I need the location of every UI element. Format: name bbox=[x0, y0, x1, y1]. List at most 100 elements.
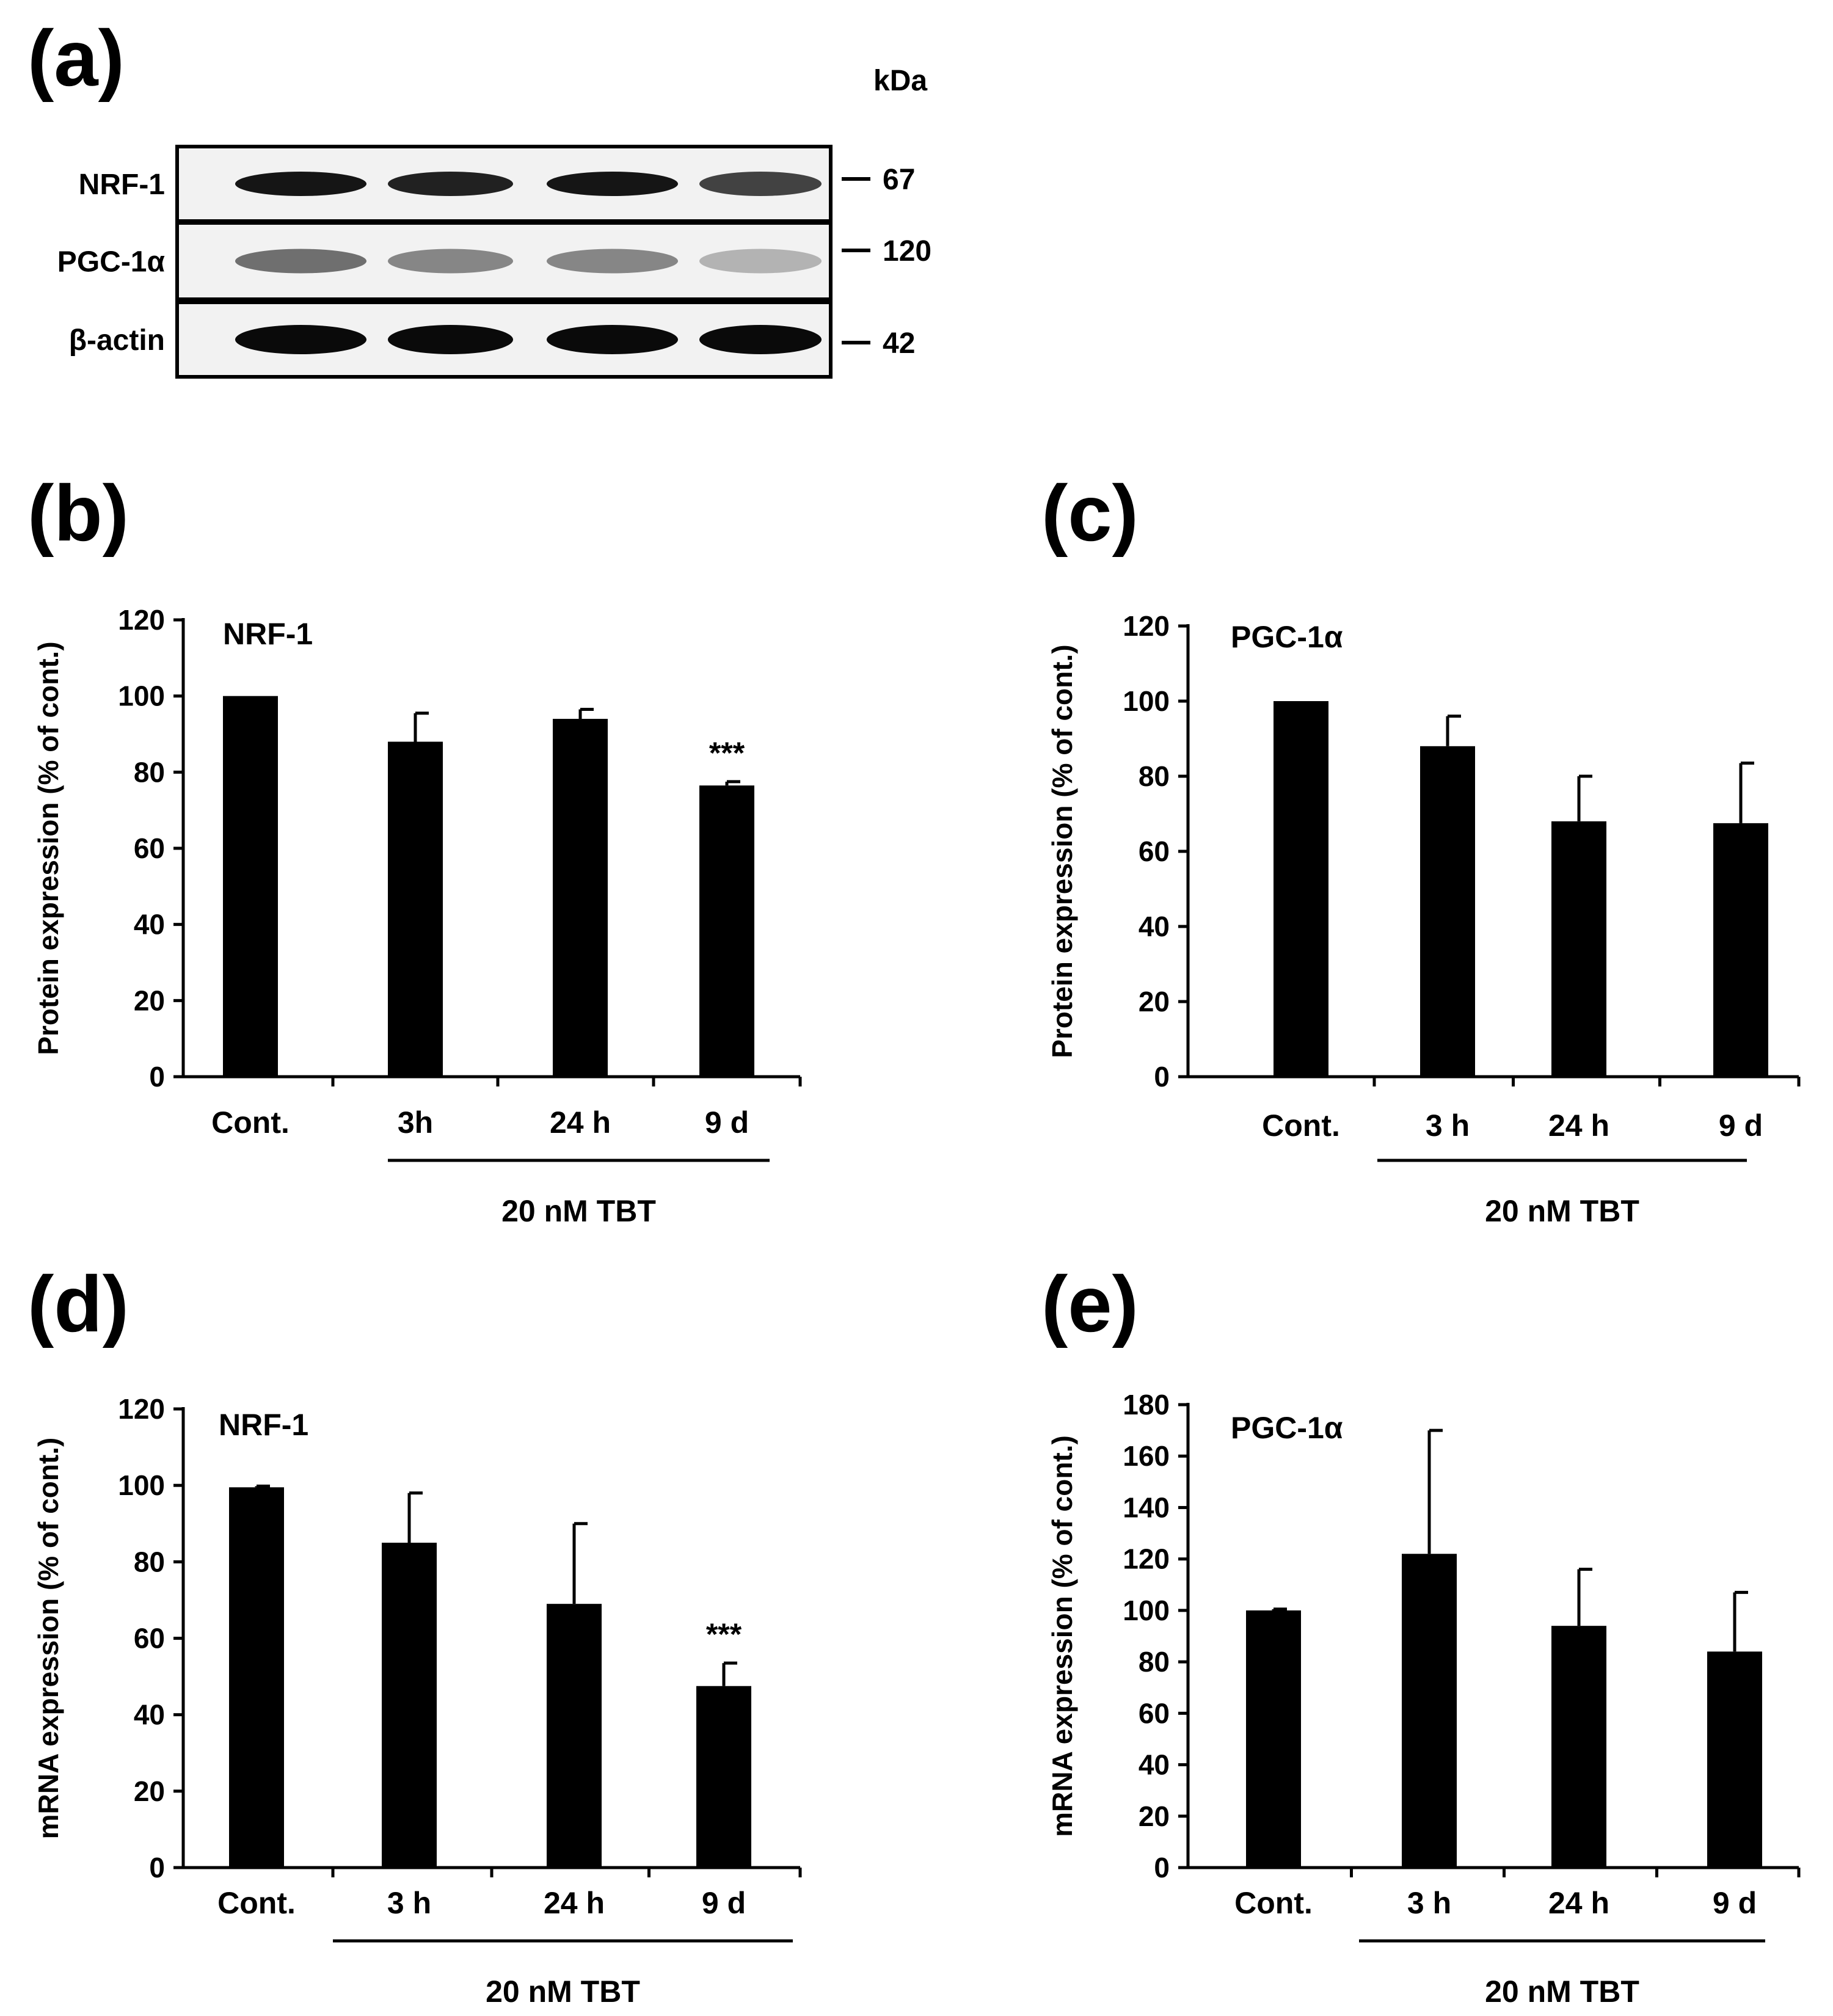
chart-d: (d) 0 20 40 60 80 100 120 mRNA expression (% of … bbox=[27, 1259, 802, 2009]
y-tick-label: 100 bbox=[1123, 1595, 1170, 1626]
blot-band bbox=[547, 172, 678, 196]
category-label: 3 h bbox=[1407, 1886, 1451, 1920]
y-axis-label: Protein expression (% of cont.) bbox=[1046, 644, 1078, 1058]
chart-title: NRF-1 bbox=[223, 617, 313, 651]
blot-row-label: PGC-1α bbox=[57, 246, 166, 278]
y-tick-label: 80 bbox=[1139, 760, 1170, 792]
bar bbox=[1420, 746, 1475, 1077]
chart-title: NRF-1 bbox=[219, 1408, 308, 1442]
y-tick-label: 0 bbox=[149, 1061, 165, 1093]
category-label: 9 d bbox=[702, 1886, 746, 1920]
panel-letter-d: (d) bbox=[27, 1259, 129, 1348]
bar bbox=[547, 1604, 602, 1868]
panel-letter-a: (a) bbox=[27, 13, 125, 103]
blot-band bbox=[699, 249, 822, 274]
blot-row-2: β-actin 42 bbox=[69, 300, 915, 379]
blot-row-1: PGC-1α 120 bbox=[57, 221, 931, 301]
bar bbox=[699, 785, 754, 1077]
blot-band bbox=[235, 249, 366, 274]
y-axis-label: mRNA expression (% of cont.) bbox=[1046, 1435, 1078, 1837]
y-tick-label: 80 bbox=[134, 1546, 165, 1578]
blot-band bbox=[388, 172, 513, 196]
bar bbox=[1274, 701, 1328, 1077]
kda-marker-label: 120 bbox=[883, 235, 931, 267]
y-tick-label: 40 bbox=[1139, 911, 1170, 942]
y-tick-label: 40 bbox=[1139, 1749, 1170, 1781]
bar bbox=[1713, 823, 1768, 1077]
kda-marker-label: 42 bbox=[883, 327, 915, 360]
bar bbox=[1707, 1651, 1762, 1868]
blot-band bbox=[699, 325, 822, 354]
bar bbox=[382, 1543, 437, 1868]
y-tick-label: 100 bbox=[1123, 685, 1170, 717]
y-tick-label: 40 bbox=[134, 909, 165, 941]
y-tick-label: 140 bbox=[1123, 1491, 1170, 1523]
blot-band bbox=[388, 325, 513, 354]
blot-band bbox=[547, 325, 678, 354]
chart-title: PGC-1α bbox=[1231, 620, 1343, 654]
y-tick-label: 120 bbox=[1123, 1543, 1170, 1575]
y-tick-label: 80 bbox=[134, 756, 165, 788]
bar bbox=[1402, 1554, 1457, 1868]
bar bbox=[223, 696, 278, 1077]
category-label: 24 h bbox=[1548, 1886, 1609, 1920]
blot-band bbox=[235, 172, 366, 196]
y-tick-label: 100 bbox=[118, 680, 165, 712]
category-label: 9 d bbox=[1713, 1886, 1757, 1920]
y-tick-label: 0 bbox=[149, 1852, 165, 1883]
group-label: 20 nM TBT bbox=[486, 1974, 640, 2009]
category-label: Cont. bbox=[1262, 1108, 1340, 1143]
y-tick-label: 20 bbox=[1139, 986, 1170, 1017]
kda-marker-label: 67 bbox=[883, 164, 915, 196]
western-blot-panel: (a) kDa NRF-1 67 PGC-1α 120 β-actin 42 bbox=[27, 13, 931, 379]
y-tick-label: 120 bbox=[118, 1393, 165, 1425]
bar bbox=[1246, 1610, 1301, 1868]
group-label: 20 nM TBT bbox=[1485, 1194, 1639, 1228]
panel-letter-c: (c) bbox=[1041, 468, 1139, 558]
y-tick-label: 40 bbox=[134, 1699, 165, 1731]
bar bbox=[1551, 821, 1606, 1077]
y-tick-label: 20 bbox=[134, 1775, 165, 1807]
y-tick-label: 60 bbox=[1139, 835, 1170, 867]
chart-title: PGC-1α bbox=[1231, 1411, 1343, 1445]
y-tick-label: 180 bbox=[1123, 1389, 1170, 1421]
panel-letter-b: (b) bbox=[27, 468, 129, 558]
y-axis-label: Protein expression (% of cont.) bbox=[32, 641, 64, 1055]
chart-c: (c) 0 20 40 60 80 100 120 Protein expression (% … bbox=[1041, 468, 1801, 1228]
group-label: 20 nM TBT bbox=[501, 1194, 656, 1228]
significance-marker: *** bbox=[706, 1617, 742, 1651]
blot-band bbox=[547, 249, 678, 274]
y-tick-label: 120 bbox=[118, 604, 165, 636]
blot-row-label: β-actin bbox=[69, 324, 165, 357]
y-tick-label: 160 bbox=[1123, 1440, 1170, 1472]
blot-row-0: NRF-1 67 bbox=[79, 145, 915, 223]
category-label: Cont. bbox=[217, 1886, 296, 1920]
y-tick-label: 60 bbox=[134, 832, 165, 864]
bar bbox=[1551, 1626, 1606, 1868]
group-label: 20 nM TBT bbox=[1485, 1974, 1639, 2009]
category-label: 24 h bbox=[544, 1886, 605, 1920]
panel-letter-e: (e) bbox=[1041, 1259, 1139, 1348]
bar bbox=[553, 719, 608, 1077]
blot-row-label: NRF-1 bbox=[79, 169, 165, 201]
category-label: 3 h bbox=[1426, 1108, 1470, 1143]
bar bbox=[229, 1487, 284, 1868]
category-label: 3h bbox=[398, 1105, 433, 1140]
blot-band bbox=[699, 172, 822, 196]
kda-unit-label: kDa bbox=[873, 65, 927, 97]
category-label: Cont. bbox=[1234, 1886, 1313, 1920]
y-tick-label: 80 bbox=[1139, 1646, 1170, 1678]
y-tick-label: 120 bbox=[1123, 610, 1170, 642]
category-label: 24 h bbox=[550, 1105, 611, 1140]
y-axis-label: mRNA expression (% of cont.) bbox=[32, 1438, 64, 1840]
y-tick-label: 100 bbox=[118, 1469, 165, 1501]
y-tick-label: 0 bbox=[1154, 1852, 1170, 1883]
category-label: 24 h bbox=[1548, 1108, 1609, 1143]
blot-band bbox=[388, 249, 513, 274]
category-label: Cont. bbox=[211, 1105, 290, 1140]
bar bbox=[696, 1686, 751, 1868]
category-label: 3 h bbox=[387, 1886, 431, 1920]
category-label: 9 d bbox=[705, 1105, 749, 1140]
significance-marker: *** bbox=[709, 736, 745, 770]
y-tick-label: 60 bbox=[1139, 1697, 1170, 1729]
